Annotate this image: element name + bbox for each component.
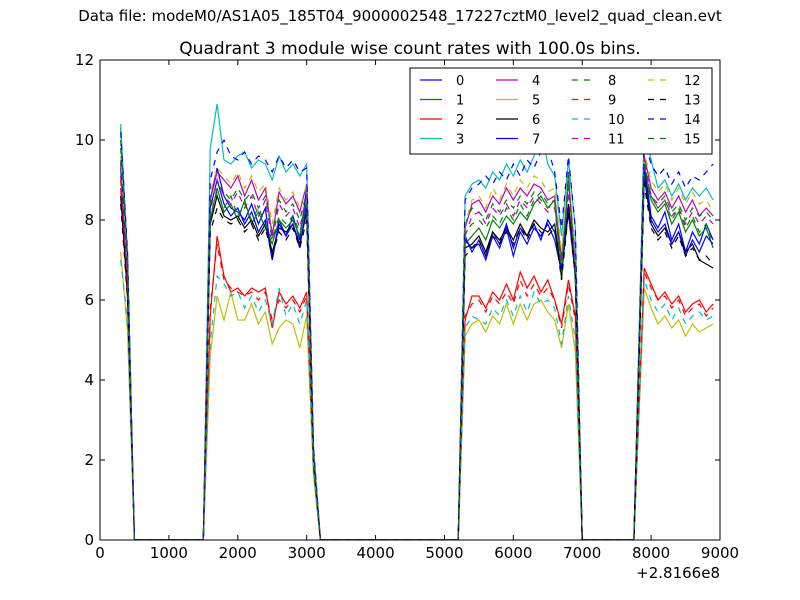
x-tick-label: 9000 [701,544,739,562]
series-line-4 [120,155,714,540]
series-line-15 [120,147,714,540]
legend-label-13: 13 [684,94,701,109]
x-tick-label: 6000 [494,544,532,562]
series-line-9 [120,179,714,540]
legend-label-9: 9 [608,94,616,109]
series-layer [120,103,714,540]
legend-label-0: 0 [456,74,464,89]
legend-label-14: 14 [684,113,701,128]
legend-label-1: 1 [456,94,464,109]
series-line-2 [120,187,714,540]
legend-label-2: 2 [456,113,464,128]
ticks-layer: 0 1000 2000 3000 4000 5000 6000 7000 8000 9000 0 2 4… [75,51,739,562]
y-tick-label: 0 [84,531,94,549]
series-line-1 [120,127,714,540]
y-tick-label: 10 [75,131,94,149]
x-tick-label: 8000 [632,544,670,562]
series-line-8 [120,139,714,540]
series-line-5 [120,251,714,540]
series-line-6 [120,175,714,540]
x-tick-label: 2000 [219,544,257,562]
series-line-14 [120,131,714,540]
data-file-title: Data file: modeM0/AS1A05_185T04_90000025… [78,7,722,25]
legend-label-5: 5 [532,94,540,109]
y-tick-label: 2 [84,451,94,469]
y-tick-label: 6 [84,291,94,309]
y-tick-label: 8 [84,211,94,229]
series-line-13 [120,183,714,540]
x-tick-label: 4000 [356,544,394,562]
legend-label-12: 12 [684,74,701,89]
legend-label-15: 15 [684,133,701,148]
legend-label-7: 7 [532,133,540,148]
x-tick-label: 3000 [288,544,326,562]
y-tick-label: 4 [84,371,94,389]
legend-label-3: 3 [456,133,464,148]
y-tick-label: 12 [75,51,94,69]
legend-label-8: 8 [608,74,616,89]
legend-frame [409,67,713,155]
legend-label-10: 10 [608,113,625,128]
chart-title: Quadrant 3 module wise count rates with … [179,39,640,59]
x-tick-label: 5000 [425,544,463,562]
x-tick-label: 0 [95,544,105,562]
legend-label-11: 11 [608,133,625,148]
x-offset-label: +2.8166e8 [636,564,720,582]
x-tick-label: 1000 [150,544,188,562]
series-line-11 [120,167,714,540]
series-line-12 [120,151,714,540]
legend-label-6: 6 [532,113,540,128]
legend-label-4: 4 [532,74,540,89]
x-tick-label: 7000 [563,544,601,562]
series-line-10 [120,259,714,540]
